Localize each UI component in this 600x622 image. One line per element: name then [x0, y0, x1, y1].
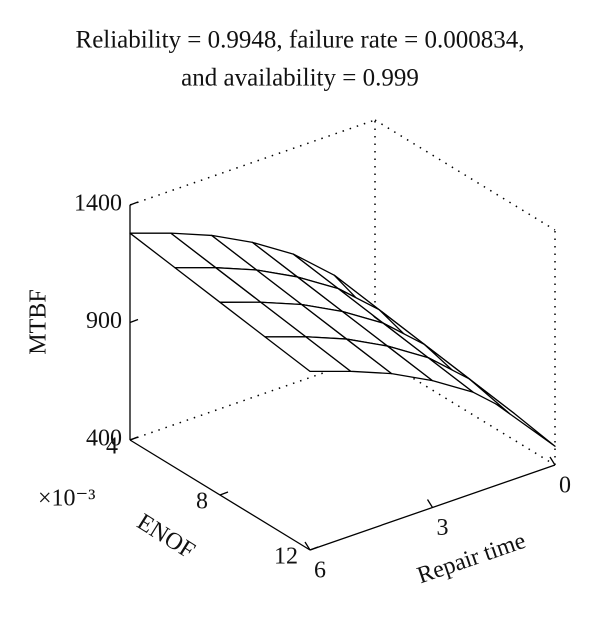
y-tick: [219, 491, 229, 496]
x-tick-label: 3: [437, 515, 449, 541]
y-multiplier: ×10⁻³: [38, 486, 95, 512]
z-tick-label: 900: [86, 308, 122, 334]
z-tick-label: 1400: [74, 191, 122, 217]
box-edge: [374, 354, 556, 466]
z-tick: [129, 201, 139, 206]
z-tick-label: 400: [86, 426, 122, 452]
x-tick: [426, 499, 434, 508]
x-axis-label: Repair time: [414, 528, 529, 589]
box-edge: [129, 119, 376, 206]
box-edge: [374, 119, 556, 231]
y-tick-label: 8: [196, 489, 208, 515]
y-tick-label: 12: [274, 544, 298, 570]
x-tick: [549, 456, 556, 466]
surface-cell: [468, 378, 556, 447]
chart-title: Reliability = 0.9948, failure rate = 0.0…: [76, 27, 525, 54]
y-tick-label: 4: [106, 434, 118, 460]
y-tick: [129, 436, 139, 441]
z-tick: [129, 318, 139, 324]
chart-title: and availability = 0.999: [181, 65, 419, 92]
x-tick-label: 6: [314, 558, 326, 584]
y-axis-label: ENOF: [132, 509, 199, 564]
z-axis-label: MTBF: [26, 289, 52, 354]
x-tick: [304, 541, 311, 551]
x-tick-label: 0: [559, 473, 571, 499]
y-tick: [309, 546, 319, 551]
